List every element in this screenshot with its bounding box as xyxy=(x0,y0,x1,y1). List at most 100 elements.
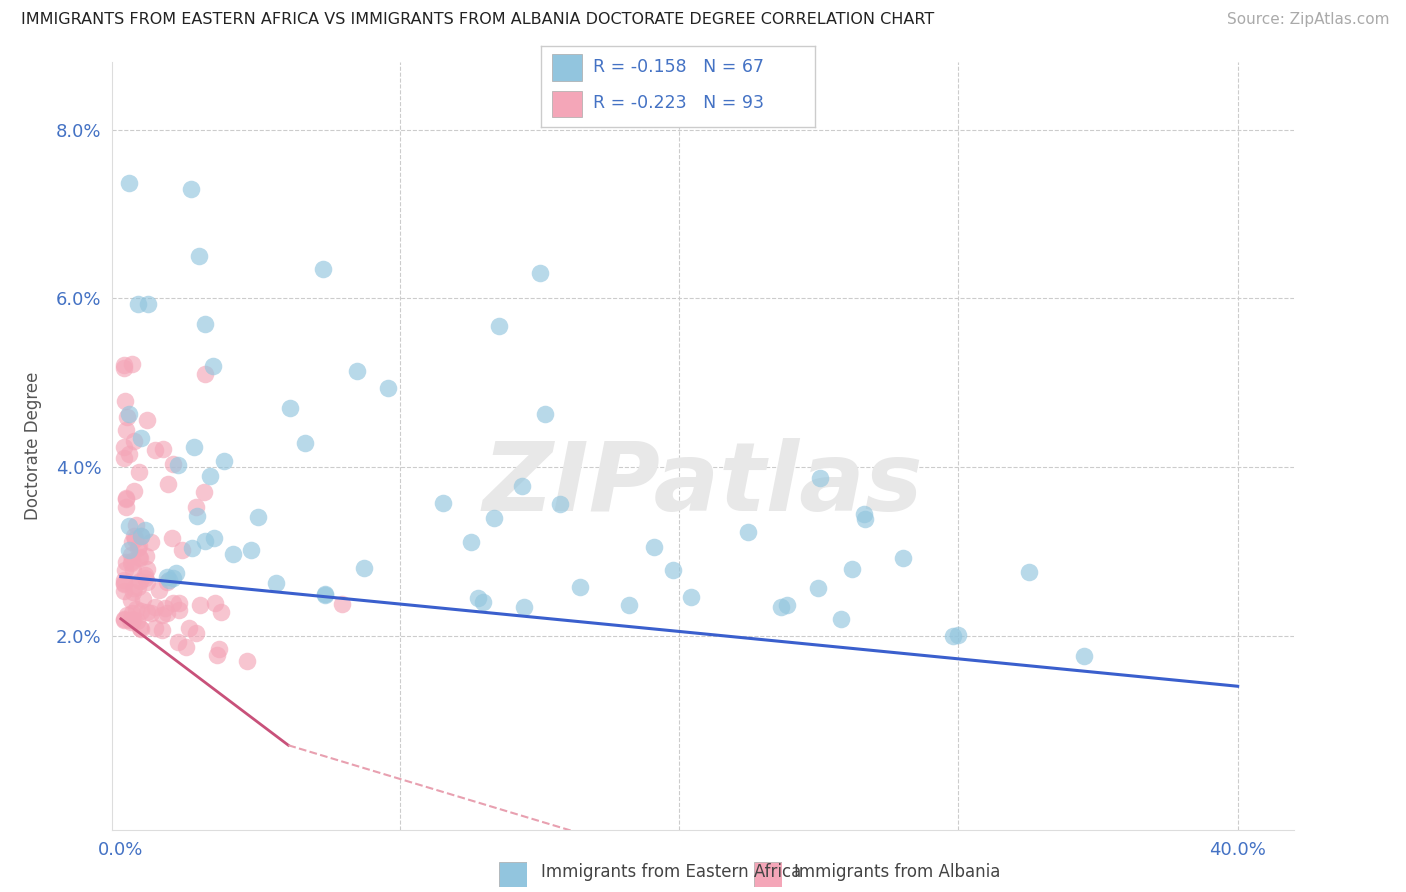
Point xyxy=(166,634,188,648)
Point xyxy=(131,431,153,445)
Point xyxy=(314,588,336,602)
Point xyxy=(174,640,197,654)
Point xyxy=(808,471,831,485)
Point xyxy=(209,605,232,619)
Point xyxy=(112,450,135,465)
Point xyxy=(841,562,863,576)
Point xyxy=(201,359,224,373)
Point xyxy=(129,574,152,588)
Point xyxy=(129,622,152,636)
Point xyxy=(122,585,145,599)
Point xyxy=(377,381,399,395)
Point xyxy=(129,529,152,543)
Point xyxy=(121,535,143,549)
Point xyxy=(165,566,187,580)
Point xyxy=(679,591,702,605)
Point xyxy=(124,434,146,449)
Point xyxy=(770,599,793,614)
Point xyxy=(136,412,159,426)
Point xyxy=(120,613,142,627)
Point xyxy=(121,613,143,627)
Point xyxy=(460,535,482,549)
Point xyxy=(186,509,208,524)
Point xyxy=(156,606,179,620)
Point xyxy=(134,567,156,582)
Point xyxy=(127,614,149,628)
Point xyxy=(548,497,571,511)
Point xyxy=(246,510,269,524)
Point xyxy=(121,357,143,371)
Point xyxy=(264,576,287,591)
Point xyxy=(169,596,191,610)
Point xyxy=(181,541,204,555)
Point xyxy=(198,468,221,483)
Point xyxy=(153,600,176,615)
Point xyxy=(143,443,166,458)
Point xyxy=(617,598,640,612)
Point xyxy=(946,628,969,642)
Point xyxy=(120,593,142,607)
Bar xyxy=(553,54,582,81)
Point xyxy=(112,612,135,626)
Point xyxy=(204,596,226,610)
Text: R = -0.158   N = 67: R = -0.158 N = 67 xyxy=(593,58,765,76)
Point xyxy=(184,626,207,640)
Point xyxy=(194,534,217,549)
Point xyxy=(432,496,454,510)
Point xyxy=(118,447,141,461)
Point xyxy=(1018,565,1040,579)
Point xyxy=(893,551,915,566)
Point xyxy=(139,534,162,549)
Point xyxy=(160,531,183,545)
Point xyxy=(112,583,135,598)
Bar xyxy=(553,91,582,117)
Point xyxy=(112,359,135,373)
Point xyxy=(529,266,551,280)
Point xyxy=(136,605,159,619)
Point xyxy=(150,624,173,638)
Point xyxy=(129,551,152,566)
Point xyxy=(166,458,188,472)
Point xyxy=(136,575,159,590)
Point xyxy=(170,543,193,558)
Point xyxy=(180,182,202,196)
Point xyxy=(188,249,211,263)
Point xyxy=(346,364,368,378)
Point xyxy=(568,581,591,595)
Point xyxy=(128,465,150,479)
Point xyxy=(205,648,228,663)
Point xyxy=(120,556,142,570)
Point xyxy=(145,622,167,636)
Point xyxy=(114,393,136,408)
Point xyxy=(643,540,665,554)
Point xyxy=(120,615,142,630)
Point xyxy=(112,360,135,375)
Text: Immigrants from Albania: Immigrants from Albania xyxy=(794,863,1001,881)
Point xyxy=(239,542,262,557)
Point xyxy=(112,575,135,590)
Point xyxy=(112,440,135,454)
Point xyxy=(122,582,145,596)
Point xyxy=(121,563,143,577)
Point xyxy=(134,523,156,537)
Point xyxy=(1073,648,1095,663)
Point xyxy=(115,491,138,505)
Point xyxy=(136,562,159,576)
Point xyxy=(118,519,141,533)
Point xyxy=(114,563,136,577)
Point xyxy=(125,518,148,533)
Point xyxy=(148,583,170,598)
Point xyxy=(186,500,208,514)
Point xyxy=(129,603,152,617)
Point xyxy=(162,571,184,585)
Point xyxy=(830,612,852,626)
Point xyxy=(127,580,149,594)
Point xyxy=(112,574,135,588)
Point xyxy=(152,442,174,457)
Point xyxy=(208,641,231,656)
Point xyxy=(194,317,217,331)
Point xyxy=(194,368,217,382)
Point xyxy=(156,477,179,491)
Point xyxy=(776,598,799,612)
Point xyxy=(942,629,965,643)
